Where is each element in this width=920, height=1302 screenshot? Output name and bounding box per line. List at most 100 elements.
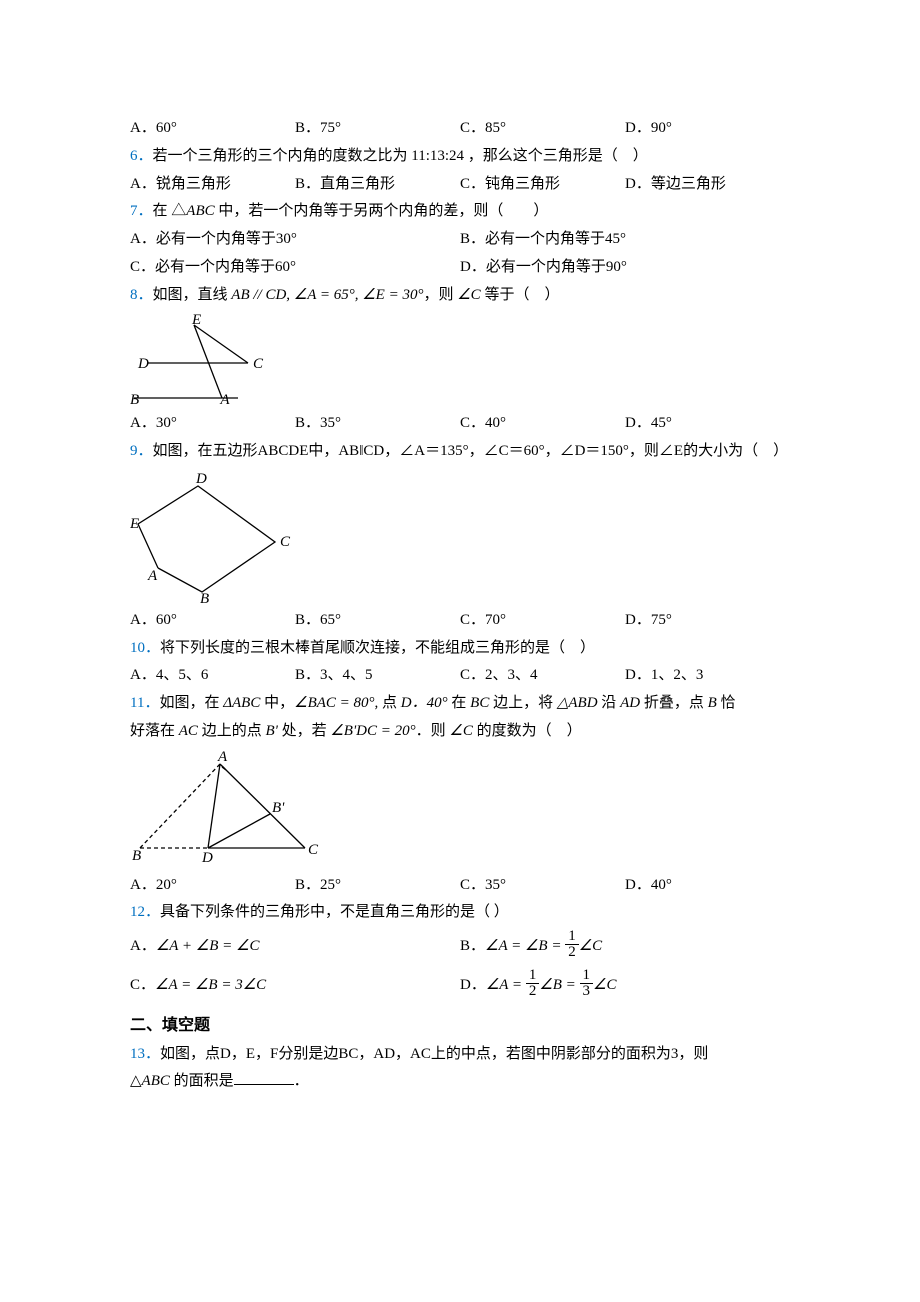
q12-d-f2: 13 xyxy=(580,968,594,999)
q12-d-f1d: 2 xyxy=(526,983,540,999)
q11: 11．如图，在 ΔABC 中，∠BAC = 80°, 点 D．40° 在 BC … xyxy=(130,690,790,899)
q11-s2a: 好落在 xyxy=(130,723,179,739)
q5-opt-d: D．90° xyxy=(625,115,790,143)
q11-lab-bp: B' xyxy=(272,800,285,816)
q12-opt-a: A．∠A + ∠B = ∠C xyxy=(130,927,460,966)
q12-a-math: ∠A + ∠B = ∠C xyxy=(156,938,260,954)
q13-number: 13． xyxy=(130,1046,160,1062)
q11-lab-c: C xyxy=(308,842,319,858)
q11-s1g: 折叠，点 xyxy=(640,695,708,711)
q12-d-mathc: ∠C xyxy=(593,977,616,993)
q7-opt-a: A．必有一个内角等于30° xyxy=(130,226,460,254)
q8-opt-d: D．45° xyxy=(625,410,790,438)
q9-lab-a: A xyxy=(147,568,158,584)
q12-b-matha: ∠A = ∠B = xyxy=(485,938,561,954)
q10-opt-d: D．1、2、3 xyxy=(625,662,790,690)
q9-opt-c: C．70° xyxy=(460,607,625,635)
q12-a-pre: A． xyxy=(130,938,156,954)
q7-opt-c: C．必有一个内角等于60° xyxy=(130,254,460,282)
q6-stem: 若一个三角形的三个内角的度数之比为 11:13:24 ，那么这个三角形是（ ） xyxy=(153,148,648,164)
q11-opt-b: B．25° xyxy=(295,872,460,900)
q11-opt-c: C．35° xyxy=(460,872,625,900)
q12: 12．具备下列条件的三角形中，不是直角三角形的是（ ） A．∠A + ∠B = … xyxy=(130,899,790,1005)
q12-b-den: 2 xyxy=(565,944,579,960)
q7-opt-d: D．必有一个内角等于90° xyxy=(460,254,790,282)
q13-stem-a: 如图，点D，E，F分别是边BC，AD，AC上的中点，若图中阴影部分的面积为3，则 xyxy=(160,1046,708,1062)
q12-b-pre: B． xyxy=(460,938,485,954)
q13-abc: ABC xyxy=(142,1073,170,1089)
q11-m3: △ABD xyxy=(557,695,598,711)
q8-lab-a: A xyxy=(219,392,230,408)
q11-s1f: 沿 xyxy=(598,695,621,711)
q11-s2b: 边上的点 xyxy=(198,723,266,739)
q8-opt-a: A．30° xyxy=(130,410,295,438)
q11-d: D．40° xyxy=(401,695,448,711)
q8-math2: ∠C xyxy=(457,287,480,303)
q11-bprime: B' xyxy=(265,723,277,739)
q7-opt-b: B．必有一个内角等于45° xyxy=(460,226,790,254)
q10: 10．将下列长度的三根木棒首尾顺次连接，不能组成三角形的是（ ） A．4、5、6… xyxy=(130,635,790,691)
q11-s2e: 的度数为（ ） xyxy=(473,723,582,739)
q11-m1: ΔABC xyxy=(223,695,260,711)
q12-d-f2d: 3 xyxy=(580,983,594,999)
q11-s1d: 在 xyxy=(448,695,471,711)
q9-opt-a: A．60° xyxy=(130,607,295,635)
q12-d-pre: D． xyxy=(460,977,486,993)
q7-number: 7． xyxy=(130,203,153,219)
q11-s1h: 恰 xyxy=(717,695,736,711)
q6: 6．若一个三角形的三个内角的度数之比为 11:13:24 ，那么这个三角形是（ … xyxy=(130,143,790,199)
q8-stem-b: ，则 xyxy=(423,287,457,303)
q11-bpt: B xyxy=(708,695,717,711)
q9-lab-c: C xyxy=(280,534,291,550)
exam-page: A．60° B．75° C．85° D．90° 6．若一个三角形的三个内角的度数… xyxy=(0,0,920,1156)
q9-options: A．60° B．65° C．70° D．75° xyxy=(130,607,790,635)
q6-options: A．锐角三角形 B．直角三角形 C．钝角三角形 D．等边三角形 xyxy=(130,171,790,199)
q10-number: 10． xyxy=(130,640,160,656)
q12-b-frac: 12 xyxy=(565,929,579,960)
q8-number: 8． xyxy=(130,287,153,303)
q9-opt-b: B．65° xyxy=(295,607,460,635)
q7-abc: ABC xyxy=(186,203,214,219)
q8-stem-c: 等于（ ） xyxy=(481,287,560,303)
q8-lab-b: B xyxy=(130,392,139,408)
q11-number: 11． xyxy=(130,695,159,711)
q7: 7．在 △ABC 中，若一个内角等于另两个内角的差，则（ ） A．必有一个内角等… xyxy=(130,198,790,281)
q8-opt-b: B．35° xyxy=(295,410,460,438)
q13-tri-pre: △ xyxy=(130,1073,142,1089)
q12-options: A．∠A + ∠B = ∠C B．∠A = ∠B = 12∠C C．∠A = ∠… xyxy=(130,927,790,1005)
q6-opt-a: A．锐角三角形 xyxy=(130,171,295,199)
q9-lab-d: D xyxy=(195,471,207,487)
q8-lab-d: D xyxy=(137,356,149,372)
q12-d-mathb: ∠B = xyxy=(539,977,575,993)
q7-stem-pre: 在 △ xyxy=(153,203,187,219)
q11-m4: ∠B'DC = 20° xyxy=(330,723,415,739)
q11-s2d: ．则 xyxy=(416,723,450,739)
q12-opt-b: B．∠A = ∠B = 12∠C xyxy=(460,927,790,966)
q11-bc: BC xyxy=(470,695,489,711)
q12-d-f2n: 1 xyxy=(580,968,594,983)
q8-opt-c: C．40° xyxy=(460,410,625,438)
q8-figure: E D C B A xyxy=(130,313,790,408)
q12-b-mathb: ∠C xyxy=(579,938,602,954)
q13: 13．如图，点D，E，F分别是边BC，AD，AC上的中点，若图中阴影部分的面积为… xyxy=(130,1041,790,1097)
q6-opt-d: D．等边三角形 xyxy=(625,171,790,199)
q11-s1c: 点 xyxy=(382,695,401,711)
q6-number: 6． xyxy=(130,148,153,164)
q9-lab-e: E xyxy=(130,516,139,532)
section-2-heading: 二、填空题 xyxy=(130,1011,790,1041)
q8-lab-e: E xyxy=(191,313,201,328)
q6-opt-c: C．钝角三角形 xyxy=(460,171,625,199)
q11-lab-b: B xyxy=(132,848,141,864)
q8: 8．如图，直线 AB // CD, ∠A = 65°, ∠E = 30°，则 ∠… xyxy=(130,282,790,439)
q12-c-math: ∠A = ∠B = 3∠C xyxy=(155,977,266,993)
q9-figure: A B C D E xyxy=(130,470,790,605)
q8-options: A．30° B．35° C．40° D．45° xyxy=(130,410,790,438)
q10-opt-c: C．2、3、4 xyxy=(460,662,625,690)
q9-opt-d: D．75° xyxy=(625,607,790,635)
q8-lab-c: C xyxy=(253,356,264,372)
q11-ac: AC xyxy=(179,723,198,739)
q11-s2c: 处，若 xyxy=(278,723,331,739)
q11-opt-d: D．40° xyxy=(625,872,790,900)
q7-options: A．必有一个内角等于30° B．必有一个内角等于45° C．必有一个内角等于60… xyxy=(130,226,790,282)
q12-b-num: 1 xyxy=(565,929,579,944)
